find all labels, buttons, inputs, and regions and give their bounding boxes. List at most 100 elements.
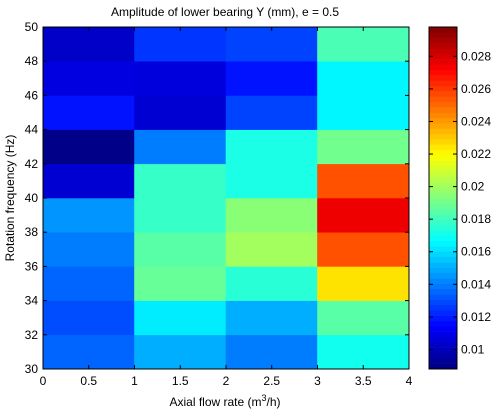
heatmap-cell: [42, 129, 135, 165]
colorbar-segment: [429, 133, 457, 140]
heatmap-cell: [225, 266, 318, 301]
colorbar-segment: [429, 283, 457, 290]
heatmap-cell: [225, 129, 318, 165]
colorbar-segment: [429, 304, 457, 311]
colorbar-segment: [429, 336, 457, 343]
x-tick-label: 3.5: [355, 374, 372, 388]
heatmap-cell: [317, 163, 410, 199]
colorbar-frame: [428, 26, 458, 370]
colorbar-segment: [429, 85, 457, 92]
colorbar-segment: [429, 91, 457, 97]
heatmap-cell: [317, 231, 410, 267]
heatmap-cell: [225, 163, 318, 199]
y-axis: 30 32 34 36 38 40 42 44 46 48 50: [25, 20, 409, 376]
colorbar-segment: [429, 288, 457, 295]
x-tick-label: 1.5: [172, 374, 189, 388]
heatmap-cells: [42, 26, 410, 370]
y-tick-label: 38: [25, 225, 39, 239]
heatmap-cell: [134, 300, 227, 336]
colorbar-segment: [429, 123, 457, 129]
colorbar-segment: [429, 240, 457, 247]
heatmap-cell: [225, 300, 318, 336]
colorbar-tick-label: 0.016: [461, 245, 491, 259]
heatmap-cell: [317, 95, 410, 130]
colorbar-segment: [429, 149, 457, 156]
colorbar-segment: [429, 358, 457, 364]
heatmap-cell: [317, 26, 410, 62]
heatmap-cell: [42, 266, 135, 301]
y-tick-label: 40: [25, 191, 39, 205]
x-axis-label: Axial flow rate (m3/h): [169, 393, 280, 409]
heatmap-cell: [134, 231, 227, 267]
colorbar-segment: [429, 278, 457, 284]
colorbar-segment: [429, 235, 457, 242]
heatmap-cell: [42, 197, 135, 233]
x-tick-label: 2: [223, 374, 230, 388]
colorbar-segment: [429, 75, 457, 81]
colorbar-tick-label: 0.028: [461, 49, 491, 63]
heatmap-cell: [225, 95, 318, 130]
colorbar-segment: [429, 117, 457, 124]
y-tick-label: 46: [25, 88, 39, 102]
colorbar-segment: [429, 43, 457, 49]
colorbar-segment: [429, 96, 457, 103]
colorbar-segment: [429, 219, 457, 226]
colorbar-tick-label: 0.024: [461, 114, 491, 128]
chart-title: Amplitude of lower bearing Y (mm), e = 0…: [111, 5, 339, 19]
colorbar-segment: [429, 198, 457, 204]
colorbar-tick-label: 0.026: [461, 82, 491, 96]
heatmap-cell: [317, 197, 410, 233]
colorbar-segment: [429, 272, 457, 279]
x-tick-label: 0.5: [80, 374, 97, 388]
colorbar-segment: [429, 53, 457, 60]
colorbar-segment: [429, 112, 457, 119]
heatmap-cell: [134, 95, 227, 130]
x-axis-label-tail: /h): [267, 395, 281, 409]
heatmap-cell: [317, 266, 410, 301]
colorbar-segment: [429, 165, 457, 172]
y-tick-label: 36: [25, 259, 39, 273]
colorbar-segment: [429, 80, 457, 87]
colorbar-segment: [429, 181, 457, 188]
heatmap-cell: [42, 26, 135, 62]
colorbar-segment: [429, 267, 457, 274]
colorbar-tick-label: 0.012: [461, 310, 491, 324]
y-axis-label: Rotation frequency (Hz): [3, 135, 17, 262]
heatmap-cell: [317, 129, 410, 165]
x-tick-label: 1: [131, 374, 138, 388]
x-axis-label-superscript: 3: [262, 393, 267, 403]
heatmap-cell: [317, 60, 410, 96]
y-tick-label: 30: [25, 362, 39, 376]
heatmap-cell: [134, 129, 227, 165]
y-tick-label: 44: [25, 123, 39, 137]
colorbar-segment: [429, 294, 457, 300]
heatmap-cell: [134, 163, 227, 199]
colorbar-segment: [429, 171, 457, 177]
colorbar-segment: [429, 251, 457, 258]
heatmap-cell: [225, 334, 318, 370]
heatmap-cell: [134, 266, 227, 301]
colorbar-segment: [429, 139, 457, 145]
heatmap-cell: [317, 300, 410, 336]
colorbar-segment: [429, 176, 457, 183]
colorbar-segment: [429, 192, 457, 199]
colorbar-segment: [429, 326, 457, 332]
x-tick-label: 3: [314, 374, 321, 388]
y-tick-label: 42: [25, 157, 39, 171]
colorbar-segment: [429, 32, 457, 38]
colorbar-tick-label: 0.022: [461, 147, 491, 161]
heatmap-cell: [225, 197, 318, 233]
colorbar-segment: [429, 48, 457, 55]
colorbar-segment: [429, 160, 457, 167]
heatmap-cell: [134, 334, 227, 370]
colorbar-tick-label: 0.014: [461, 277, 491, 291]
y-tick-label: 34: [25, 294, 39, 308]
x-tick-label: 2.5: [263, 374, 280, 388]
heatmap-cell: [42, 163, 135, 199]
colorbar-segment: [429, 342, 457, 348]
colorbar-segment: [429, 230, 457, 236]
colorbar-segment: [429, 203, 457, 209]
heatmap-cell: [225, 26, 318, 62]
colorbar-tick-label: 0.01: [461, 342, 485, 356]
